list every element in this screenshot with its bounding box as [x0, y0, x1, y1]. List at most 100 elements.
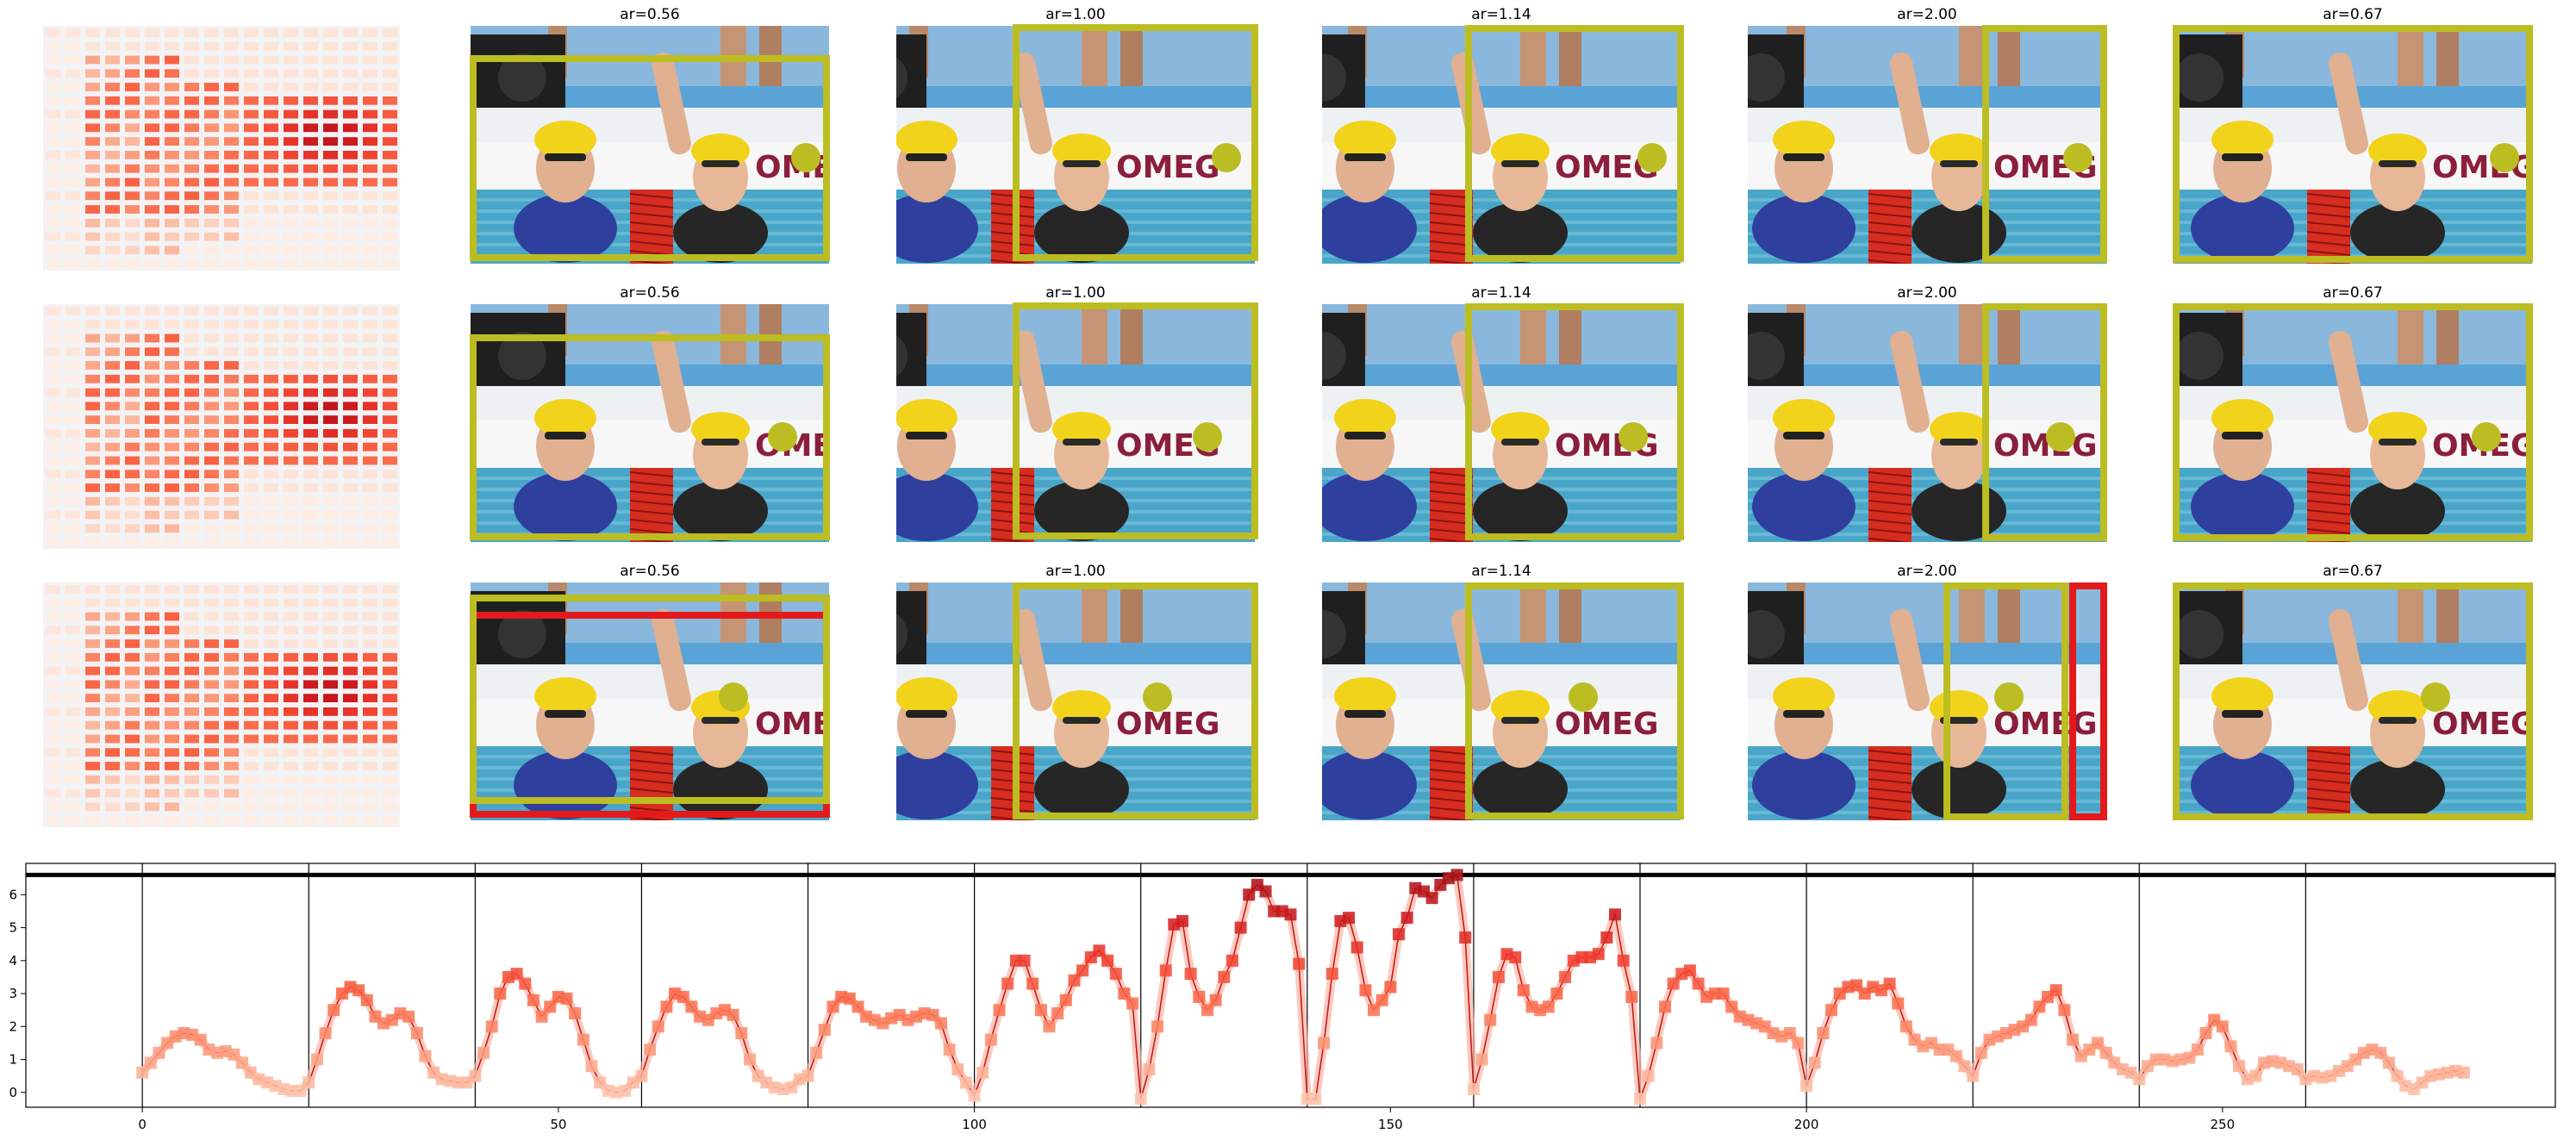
- data-point: [1034, 1004, 1047, 1017]
- data-point: [1043, 1020, 1056, 1033]
- prediction-panel: OMEG ar=0.56: [470, 563, 830, 820]
- data-point: [1817, 1027, 1830, 1039]
- data-point: [410, 1027, 423, 1039]
- prediction-panel: OMEG ar=2.00: [1748, 284, 2107, 542]
- data-point: [1808, 1056, 1821, 1069]
- prediction-panel: OMEG ar=0.67: [2173, 563, 2533, 820]
- data-point: [2067, 1033, 2079, 1046]
- data-point: [153, 1046, 165, 1059]
- data-point: [984, 1033, 997, 1046]
- data-point: [1076, 964, 1089, 977]
- data-point: [2024, 1013, 2037, 1026]
- data-point: [1692, 977, 1705, 990]
- data-point: [851, 1000, 864, 1013]
- data-point: [1800, 1080, 1813, 1093]
- panel-title: ar=1.14: [1471, 284, 1531, 302]
- data-point: [360, 994, 373, 1006]
- data-point: [1101, 954, 1114, 967]
- data-point: [801, 1069, 814, 1082]
- svg-text:OMEG: OMEG: [1116, 150, 1220, 185]
- predicted-box: [1013, 582, 1258, 819]
- prediction-panel: OMEG ar=1.00: [896, 6, 1258, 264]
- data-point: [1059, 994, 1072, 1006]
- data-point: [1243, 888, 1256, 901]
- attention-line-chart: 0 50 100 150 200 250 0 1 2 3 4 5 6: [9, 863, 2556, 1132]
- grid-row: OMEG ar=0.56 OMEG ar=1.00 OMEG ar=1.14 OMEG ar=…: [43, 6, 2533, 271]
- data-point: [1001, 977, 1014, 990]
- data-point: [1592, 948, 1605, 961]
- image-grid: OMEG ar=0.56 OMEG ar=1.00 OMEG ar=1.14 OMEG ar=…: [43, 6, 2533, 827]
- data-point: [976, 1066, 989, 1079]
- data-point: [1967, 1069, 1980, 1082]
- focus-dot: [1637, 143, 1667, 172]
- prediction-panel: OMEG ar=0.67: [2173, 284, 2533, 542]
- data-point: [1359, 984, 1372, 997]
- x-tick-label: 0: [138, 1117, 147, 1132]
- predicted-box: [1013, 302, 1258, 539]
- predicted-box: [470, 55, 830, 261]
- data-point: [1949, 1050, 1962, 1062]
- attention-heatmap: [43, 582, 400, 827]
- y-tick-label: 3: [9, 986, 17, 1001]
- focus-dot: [2490, 143, 2519, 172]
- data-point: [1559, 970, 1572, 983]
- data-point: [735, 1027, 748, 1039]
- data-point: [1126, 997, 1139, 1010]
- data-point: [2099, 1046, 2112, 1059]
- data-point: [2291, 1063, 2304, 1075]
- data-point: [1650, 1037, 1663, 1050]
- swimmer-photo: OMEG: [471, 304, 829, 542]
- data-point: [585, 1060, 598, 1073]
- data-point: [2058, 1004, 2071, 1017]
- data-point: [1517, 984, 1530, 997]
- data-point: [1109, 968, 1122, 981]
- data-point: [2033, 1000, 2046, 1013]
- data-point: [1484, 1013, 1497, 1026]
- data-point: [1068, 974, 1081, 987]
- data-point: [144, 1056, 157, 1069]
- data-point: [1209, 994, 1222, 1006]
- data-point: [1134, 1093, 1147, 1106]
- data-point: [2216, 1020, 2229, 1033]
- focus-dot: [2472, 422, 2501, 452]
- predicted-box: [2173, 303, 2533, 541]
- focus-dot: [1994, 682, 2024, 712]
- data-point: [327, 1004, 340, 1017]
- x-tick-label: 100: [962, 1117, 987, 1132]
- data-point: [2224, 1040, 2237, 1053]
- data-point: [477, 1046, 490, 1059]
- x-tick-label: 50: [550, 1117, 566, 1132]
- y-tick-label: 0: [9, 1085, 17, 1100]
- predicted-box: [1013, 24, 1258, 261]
- prediction-panel: OMEG ar=0.56: [470, 6, 830, 264]
- svg-text:OMEG: OMEG: [1116, 707, 1220, 742]
- data-point: [1184, 968, 1197, 981]
- predicted-box: [1465, 303, 1684, 540]
- data-point: [644, 1043, 657, 1056]
- predicted-box: [2173, 582, 2533, 820]
- y-tick-label: 2: [9, 1019, 17, 1034]
- data-point: [1143, 1063, 1156, 1075]
- data-point: [1475, 1053, 1488, 1066]
- data-point: [685, 1000, 698, 1013]
- data-point: [1151, 1020, 1163, 1033]
- data-point: [1642, 1069, 1655, 1082]
- data-point: [527, 994, 540, 1006]
- svg-text:OMEG: OMEG: [1555, 707, 1659, 742]
- predicted-box: [1943, 582, 2068, 820]
- svg-text:OMEG: OMEG: [1993, 428, 2098, 464]
- focus-dot: [2063, 143, 2093, 172]
- data-point: [2382, 1056, 2395, 1069]
- data-point: [1384, 981, 1397, 994]
- data-point: [2092, 1037, 2104, 1050]
- data-point: [469, 1069, 482, 1082]
- data-point: [2191, 1043, 2204, 1056]
- data-point: [136, 1066, 149, 1079]
- data-point: [1325, 968, 1338, 981]
- focus-dot: [1569, 682, 1598, 712]
- data-point: [1958, 1060, 1971, 1073]
- data-point: [2133, 1073, 2146, 1086]
- data-point: [1350, 941, 1363, 954]
- data-point: [560, 992, 573, 1005]
- data-point: [1634, 1093, 1646, 1106]
